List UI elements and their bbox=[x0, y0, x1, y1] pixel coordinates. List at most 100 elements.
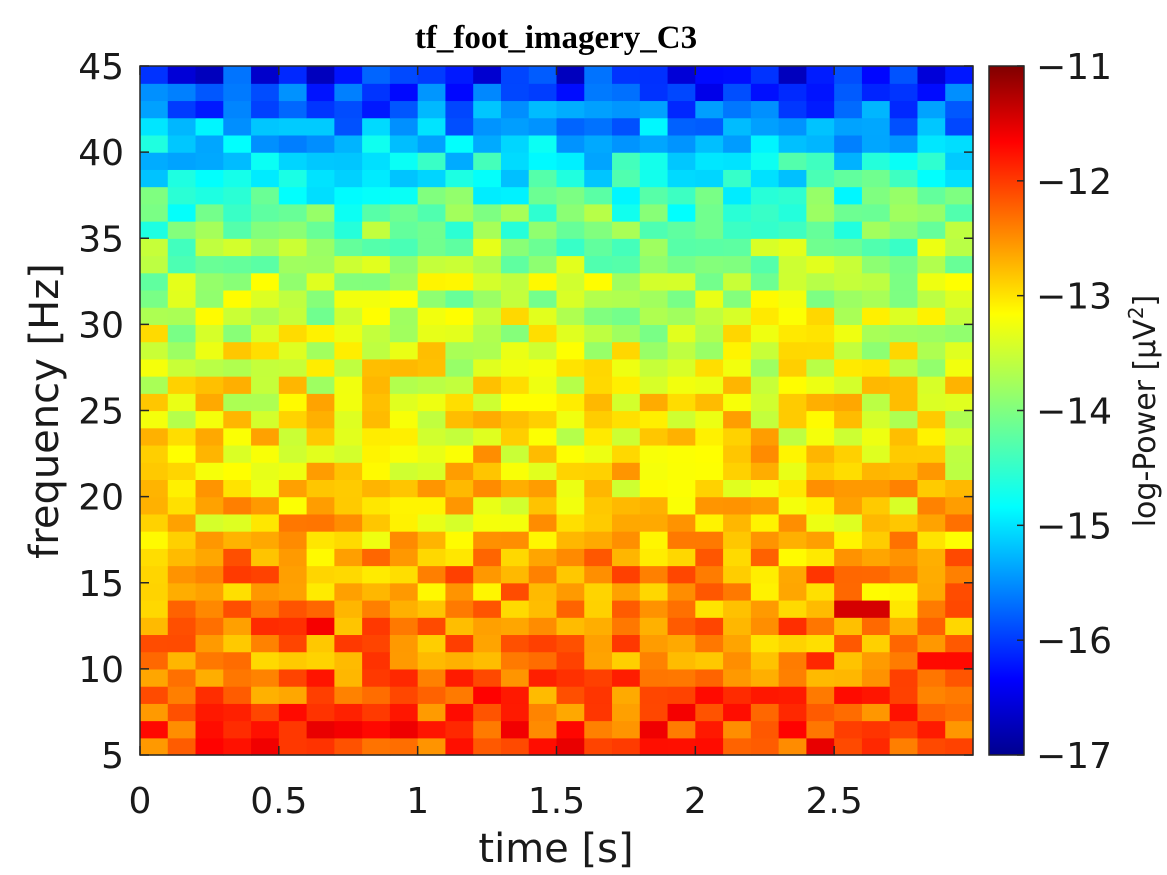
heatmap-cell bbox=[473, 444, 502, 463]
heatmap-cell bbox=[500, 117, 530, 136]
heatmap-cell bbox=[334, 582, 363, 601]
heatmap-cell bbox=[140, 479, 169, 498]
heatmap-cell bbox=[723, 83, 752, 102]
heatmap-cell bbox=[695, 617, 724, 636]
heatmap-cell bbox=[945, 324, 974, 343]
heatmap-cell bbox=[834, 169, 863, 188]
heatmap-cell bbox=[612, 599, 641, 618]
heatmap-cell bbox=[140, 410, 169, 429]
heatmap-cell bbox=[473, 513, 502, 532]
heatmap-cell bbox=[889, 324, 919, 343]
heatmap-cell bbox=[195, 341, 224, 360]
heatmap-cell bbox=[389, 531, 419, 549]
heatmap-cell bbox=[223, 117, 252, 136]
heatmap-cell bbox=[834, 686, 863, 704]
heatmap-cell bbox=[639, 324, 669, 343]
heatmap-cell bbox=[945, 513, 974, 532]
heatmap-cell bbox=[389, 668, 419, 687]
heatmap-cell bbox=[362, 117, 391, 136]
heatmap-cell bbox=[750, 565, 780, 584]
heatmap-cell bbox=[445, 737, 474, 756]
heatmap-cell bbox=[334, 444, 363, 463]
heatmap-cell bbox=[500, 582, 530, 601]
heatmap-cell bbox=[251, 341, 280, 360]
heatmap-cell bbox=[306, 341, 335, 360]
heatmap-cell bbox=[251, 462, 280, 480]
heatmap-cell bbox=[167, 703, 197, 722]
heatmap-cell bbox=[473, 255, 502, 274]
heatmap-cell bbox=[223, 324, 252, 343]
heatmap-cell bbox=[556, 582, 585, 601]
heatmap-cell bbox=[500, 427, 530, 446]
heatmap-cell bbox=[861, 703, 891, 722]
heatmap-cell bbox=[778, 358, 807, 377]
heatmap-cell bbox=[473, 582, 502, 601]
heatmap-cell bbox=[417, 651, 447, 670]
heatmap-cell bbox=[473, 496, 502, 515]
heatmap-cell bbox=[861, 324, 891, 343]
heatmap-cell bbox=[750, 720, 780, 739]
heatmap-cell bbox=[778, 479, 807, 498]
heatmap-cell bbox=[278, 651, 308, 670]
heatmap-cell bbox=[306, 427, 335, 446]
heatmap-cell bbox=[889, 410, 919, 429]
heatmap-cell bbox=[695, 634, 724, 653]
heatmap-cell bbox=[195, 324, 224, 343]
heatmap-cell bbox=[417, 376, 447, 394]
heatmap-cell bbox=[528, 203, 558, 222]
heatmap-cell bbox=[723, 444, 752, 463]
heatmap-cell bbox=[140, 720, 169, 739]
heatmap-cell bbox=[639, 496, 669, 515]
heatmap-cell bbox=[251, 376, 280, 394]
heatmap-cell bbox=[334, 117, 363, 136]
heatmap-cell bbox=[945, 496, 974, 515]
heatmap-cell bbox=[861, 531, 891, 549]
heatmap-cell bbox=[778, 221, 807, 239]
heatmap-cell bbox=[195, 599, 224, 618]
heatmap-cell bbox=[695, 651, 724, 670]
heatmap-cell bbox=[473, 565, 502, 584]
heatmap-cell bbox=[667, 686, 696, 704]
heatmap-cell bbox=[806, 599, 835, 618]
heatmap-cell bbox=[584, 169, 613, 188]
heatmap-cell bbox=[473, 341, 502, 360]
heatmap-cell bbox=[639, 203, 669, 222]
heatmap-cell bbox=[417, 668, 447, 687]
heatmap-cell bbox=[334, 186, 363, 205]
heatmap-cell bbox=[306, 703, 335, 722]
heatmap-cell bbox=[251, 117, 280, 136]
heatmap-cell bbox=[695, 83, 724, 102]
heatmap-cell bbox=[473, 203, 502, 222]
heatmap-cell bbox=[223, 565, 252, 584]
heatmap-cell bbox=[556, 393, 585, 412]
heatmap-cell bbox=[556, 341, 585, 360]
heatmap-cell bbox=[223, 444, 252, 463]
heatmap-cell bbox=[834, 444, 863, 463]
heatmap-cell bbox=[389, 703, 419, 722]
heatmap-cell bbox=[806, 720, 835, 739]
heatmap-cell bbox=[612, 272, 641, 291]
heatmap-cell bbox=[417, 427, 447, 446]
heatmap-cell bbox=[445, 720, 474, 739]
heatmap-cell bbox=[362, 66, 391, 84]
heatmap-cell bbox=[695, 496, 724, 515]
heatmap-cell bbox=[334, 393, 363, 412]
heatmap-cell bbox=[584, 289, 613, 308]
heatmap-cell bbox=[195, 289, 224, 308]
heatmap-cell bbox=[500, 255, 530, 274]
heatmap-cell bbox=[140, 565, 169, 584]
heatmap-cell bbox=[445, 444, 474, 463]
heatmap-cell bbox=[223, 169, 252, 188]
heatmap-cell bbox=[917, 100, 946, 119]
heatmap-cell bbox=[306, 410, 335, 429]
heatmap-cell bbox=[445, 358, 474, 377]
heatmap-cell bbox=[917, 668, 946, 687]
heatmap-cell bbox=[278, 462, 308, 480]
heatmap-cell bbox=[750, 686, 780, 704]
heatmap-cell bbox=[584, 238, 613, 257]
heatmap-cell bbox=[889, 720, 919, 739]
heatmap-cell bbox=[584, 203, 613, 222]
heatmap-cell bbox=[584, 152, 613, 170]
heatmap-cell bbox=[278, 83, 308, 102]
heatmap-cell bbox=[167, 272, 197, 291]
